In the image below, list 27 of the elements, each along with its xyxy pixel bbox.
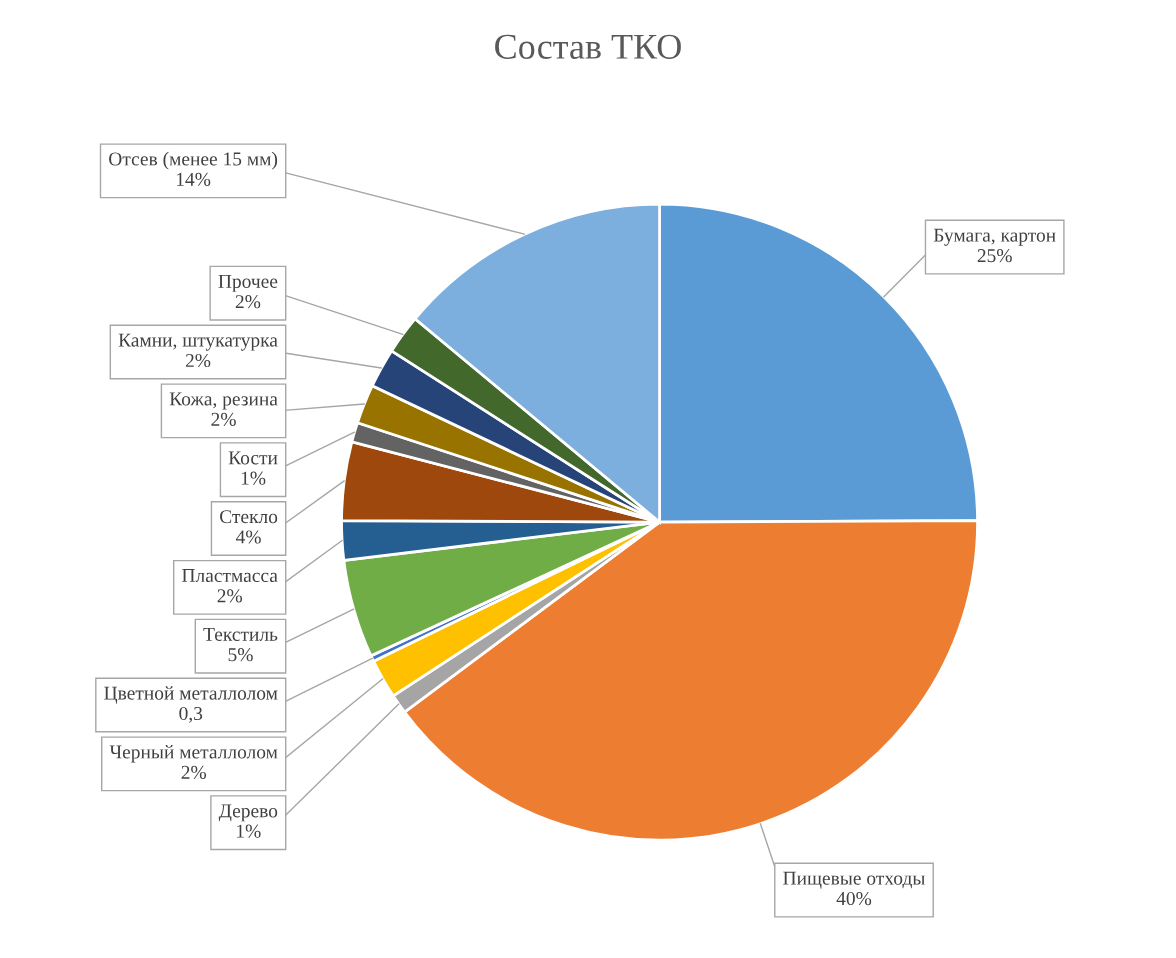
slice-label: Текстиль xyxy=(203,627,278,641)
data-label: 40% xyxy=(836,891,872,906)
slice-label: Дерево xyxy=(218,804,278,822)
data-label: 25% xyxy=(977,249,1012,263)
slice-label: Кожа, резина xyxy=(169,392,278,410)
slice-label: Пищевые отходы xyxy=(783,871,925,889)
slice-label: Цветной металлолом xyxy=(104,686,278,704)
slice-label: Бумага, картон xyxy=(933,228,1056,246)
data-label: 1% xyxy=(237,824,261,838)
data-label: 2% xyxy=(181,765,207,779)
data-label: 1% xyxy=(241,471,266,485)
data-label: 5% xyxy=(228,648,253,662)
chart-title: Состав ТКО xyxy=(495,34,681,59)
slice-label: Пластмасса xyxy=(182,569,278,583)
data-label: 2% xyxy=(235,295,261,309)
data-label: 14% xyxy=(176,172,211,186)
data-label: 0,3 xyxy=(179,706,203,723)
slice-label: Кости xyxy=(228,451,278,465)
data-label: 2% xyxy=(185,353,211,368)
slice-label: Черный металлолом xyxy=(109,745,278,763)
data-label: 2% xyxy=(217,589,242,603)
data-label: 2% xyxy=(211,412,236,426)
data-label: 4% xyxy=(236,530,261,544)
slice-label: Стекло xyxy=(220,510,278,524)
slice-label: Прочее xyxy=(218,274,278,292)
slice-label: Отсев (менее 15 мм) xyxy=(109,151,278,170)
slice-label: Камни, штукатурка xyxy=(118,333,278,351)
